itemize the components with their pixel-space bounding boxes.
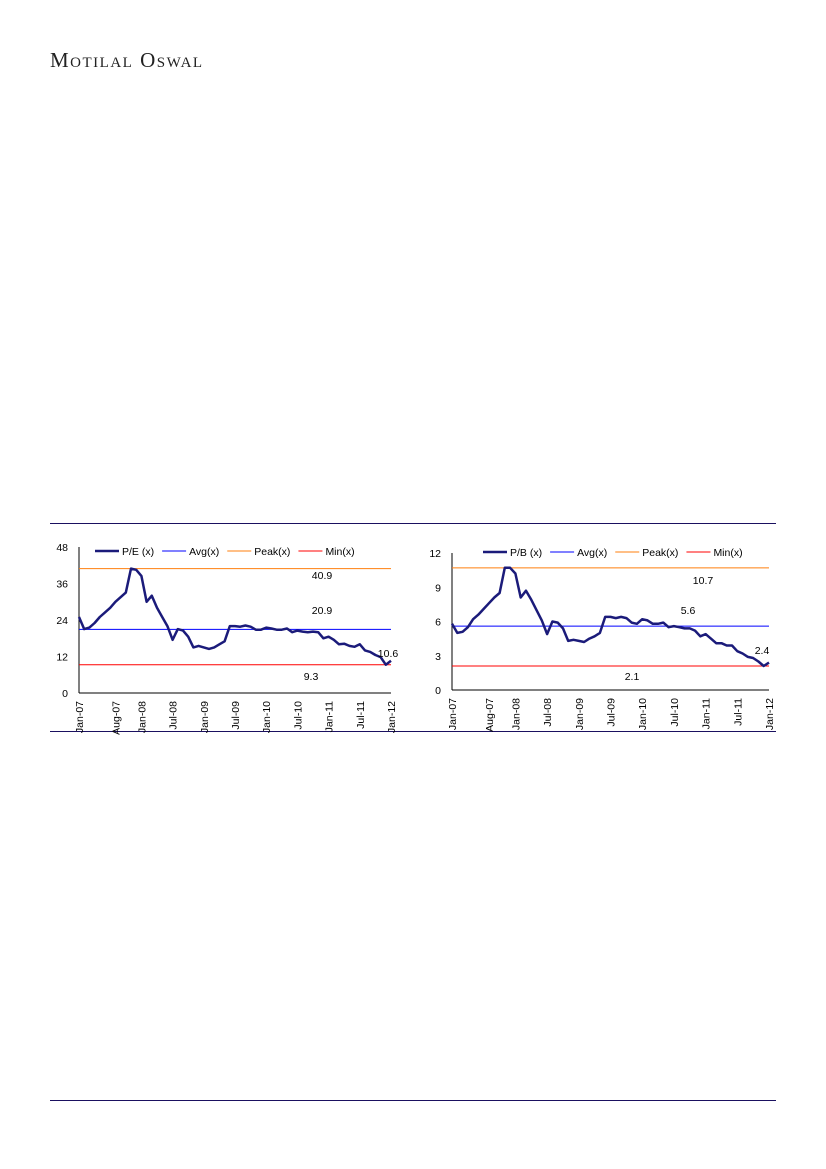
x-tick-label: Jan-11 xyxy=(701,698,713,729)
x-tick-label: Jan-11 xyxy=(324,701,336,732)
y-tick-label: 3 xyxy=(435,651,441,663)
x-tick-label: Aug-07 xyxy=(110,701,122,735)
x-tick-label: Jul-08 xyxy=(168,701,180,730)
y-tick-label: 12 xyxy=(56,652,68,664)
series-line xyxy=(450,566,770,668)
company-logo: Motilal Oswal xyxy=(50,48,204,72)
x-tick-label: Jan-07 xyxy=(74,701,86,733)
x-tick-label: Jan-12 xyxy=(764,698,776,730)
x-tick-label: Jan-12 xyxy=(386,701,398,733)
series-line xyxy=(77,567,392,666)
peak-data-label: 40.9 xyxy=(312,570,333,582)
y-tick-label: 48 xyxy=(56,542,68,554)
x-tick-label: Jan-10 xyxy=(637,698,649,730)
x-tick-label: Jan-08 xyxy=(510,698,522,730)
x-tick-label: Jan-09 xyxy=(574,698,586,730)
footer-rule xyxy=(50,1100,776,1101)
peak-data-label: 10.7 xyxy=(693,575,714,587)
legend-label: Peak(x) xyxy=(254,546,290,558)
x-tick-label: Jul-10 xyxy=(669,698,681,727)
x-tick-label: Jul-09 xyxy=(606,698,618,727)
legend-label: P/B (x) xyxy=(510,547,542,559)
chart-top-rule xyxy=(50,523,776,524)
y-tick-label: 0 xyxy=(62,688,68,700)
y-tick-label: 12 xyxy=(429,548,441,560)
min-data-label: 2.1 xyxy=(625,671,640,683)
x-tick-label: Jul-11 xyxy=(355,701,367,729)
x-tick-label: Jul-11 xyxy=(732,698,744,726)
pe-chart: 0 12 24 36 48 Jan-07 Aug-07 Jan-08 Jul-08 Jan-09 J… xyxy=(56,542,399,735)
x-tick-label: Jan-07 xyxy=(447,698,459,730)
y-tick-label: 24 xyxy=(56,615,68,627)
y-tick-label: 0 xyxy=(435,685,441,697)
chart-bottom-rule xyxy=(50,731,776,732)
x-tick-label: Jul-10 xyxy=(292,701,304,730)
legend-label: Min(x) xyxy=(325,546,354,558)
x-tick-label: Jul-08 xyxy=(542,698,554,727)
x-tick-label: Jan-08 xyxy=(136,701,148,733)
legend-label: Min(x) xyxy=(713,547,742,559)
legend-label: Avg(x) xyxy=(189,546,219,558)
x-tick-label: Jul-09 xyxy=(230,701,242,730)
y-tick-label: 36 xyxy=(56,579,68,591)
pb-chart: 0 3 6 9 12 Jan-07 Aug-07 Jan-08 Jul-08 Jan-09 Jul-… xyxy=(429,547,776,732)
min-data-label: 9.3 xyxy=(304,671,319,683)
x-tick-label: Jan-10 xyxy=(261,701,273,733)
x-tick-label: Aug-07 xyxy=(484,698,496,732)
y-tick-label: 9 xyxy=(435,582,441,594)
x-tick-label: Jan-09 xyxy=(199,701,211,733)
legend-label: Peak(x) xyxy=(642,547,678,559)
last-data-label: 2.4 xyxy=(755,645,770,657)
legend-label: P/E (x) xyxy=(122,546,154,558)
last-data-label: 10.6 xyxy=(378,648,399,660)
avg-data-label: 5.6 xyxy=(681,605,696,617)
legend-label: Avg(x) xyxy=(577,547,607,559)
y-tick-label: 6 xyxy=(435,617,441,629)
avg-data-label: 20.9 xyxy=(312,605,333,617)
